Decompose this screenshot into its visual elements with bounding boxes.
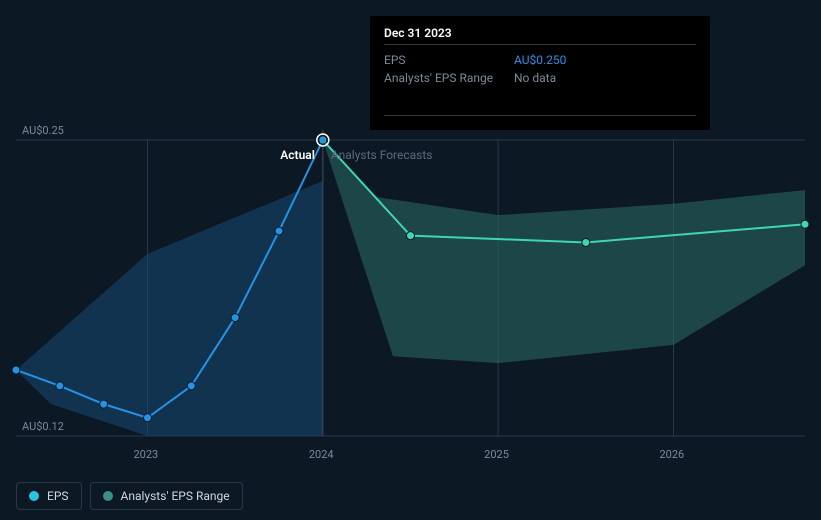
x-tick-label: 2025 [484,448,509,461]
legend: EPS Analysts' EPS Range [16,482,243,510]
eps-chart: AU$0.25 AU$0.12 2023 2024 2025 2026 Actu… [0,0,821,520]
legend-swatch [29,491,39,501]
chart-tooltip: Dec 31 2023 EPS AU$0.250 Analysts' EPS R… [370,16,710,130]
forecast-label: Analysts Forecasts [331,148,433,162]
y-tick-label: AU$0.12 [22,420,64,433]
x-tick-label: 2026 [660,448,685,461]
legend-item-range[interactable]: Analysts' EPS Range [90,482,243,510]
y-tick-label: AU$0.25 [22,124,64,137]
tooltip-row: EPS AU$0.250 [384,51,696,69]
tooltip-label: Analysts' EPS Range [384,69,514,87]
x-tick-label: 2023 [134,448,159,461]
divider [384,44,696,45]
legend-swatch [103,491,113,501]
legend-label: Analysts' EPS Range [121,489,230,503]
legend-item-eps[interactable]: EPS [16,482,82,510]
tooltip-value: AU$0.250 [514,51,566,69]
tooltip-row: Analysts' EPS Range No data [384,69,696,87]
actual-label: Actual [280,148,315,162]
x-tick-label: 2024 [309,448,334,461]
tooltip-value: No data [514,69,556,87]
tooltip-label: EPS [384,51,514,69]
legend-label: EPS [47,489,69,503]
divider [384,115,696,116]
tooltip-date: Dec 31 2023 [384,26,696,40]
